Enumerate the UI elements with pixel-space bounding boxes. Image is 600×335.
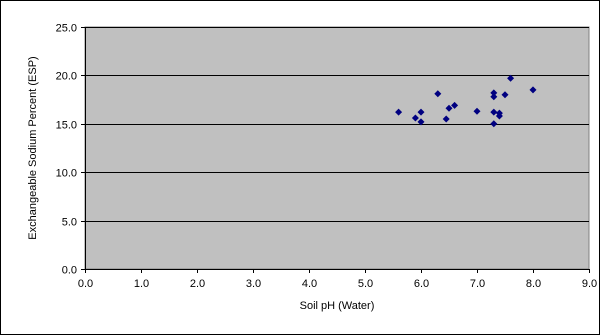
x-tick-label: 1.0 — [134, 278, 149, 290]
x-tick-label: 7.0 — [470, 278, 485, 290]
data-point — [417, 118, 425, 126]
data-point — [451, 101, 459, 109]
y-tick-label: 15.0 — [56, 120, 77, 132]
plot-area — [84, 26, 590, 270]
x-axis-title: Soil pH (Water) — [300, 300, 375, 312]
data-point — [507, 74, 515, 82]
x-tick-label: 0.0 — [78, 278, 93, 290]
data-point — [490, 89, 498, 97]
data-point — [473, 107, 481, 115]
data-point — [529, 86, 537, 94]
y-tick-label: 25.0 — [56, 23, 77, 35]
x-tick-label: 4.0 — [302, 278, 317, 290]
data-point — [445, 104, 453, 112]
y-tick-label: 10.0 — [56, 168, 77, 180]
data-point — [442, 115, 450, 123]
y-axis-title: Exchangeable Sodium Percent (ESP) — [27, 56, 39, 239]
x-tick-label: 3.0 — [246, 278, 261, 290]
x-tick-label: 6.0 — [414, 278, 429, 290]
data-point — [501, 91, 509, 99]
data-point — [495, 112, 503, 120]
data-point — [395, 108, 403, 116]
axes: 0.0 5.0 10.0 15.0 20.0 25.0 0.0 1.0 2.0 3.0 4.0 5.0… — [56, 23, 598, 291]
data-point — [417, 108, 425, 116]
data-point — [490, 108, 498, 116]
gridlines — [85, 27, 589, 222]
y-tick-label: 5.0 — [62, 217, 77, 229]
data-point — [434, 90, 442, 98]
y-tick-label: 0.0 — [62, 265, 77, 277]
y-tick-label: 20.0 — [56, 71, 77, 83]
x-tick-label: 2.0 — [190, 278, 205, 290]
data-point — [490, 120, 498, 128]
x-tick-label: 9.0 — [582, 278, 597, 290]
x-tick-label: 5.0 — [358, 278, 373, 290]
data-point — [411, 114, 419, 122]
x-tick-label: 8.0 — [526, 278, 541, 290]
data-point — [490, 93, 498, 101]
data-points — [395, 74, 537, 128]
